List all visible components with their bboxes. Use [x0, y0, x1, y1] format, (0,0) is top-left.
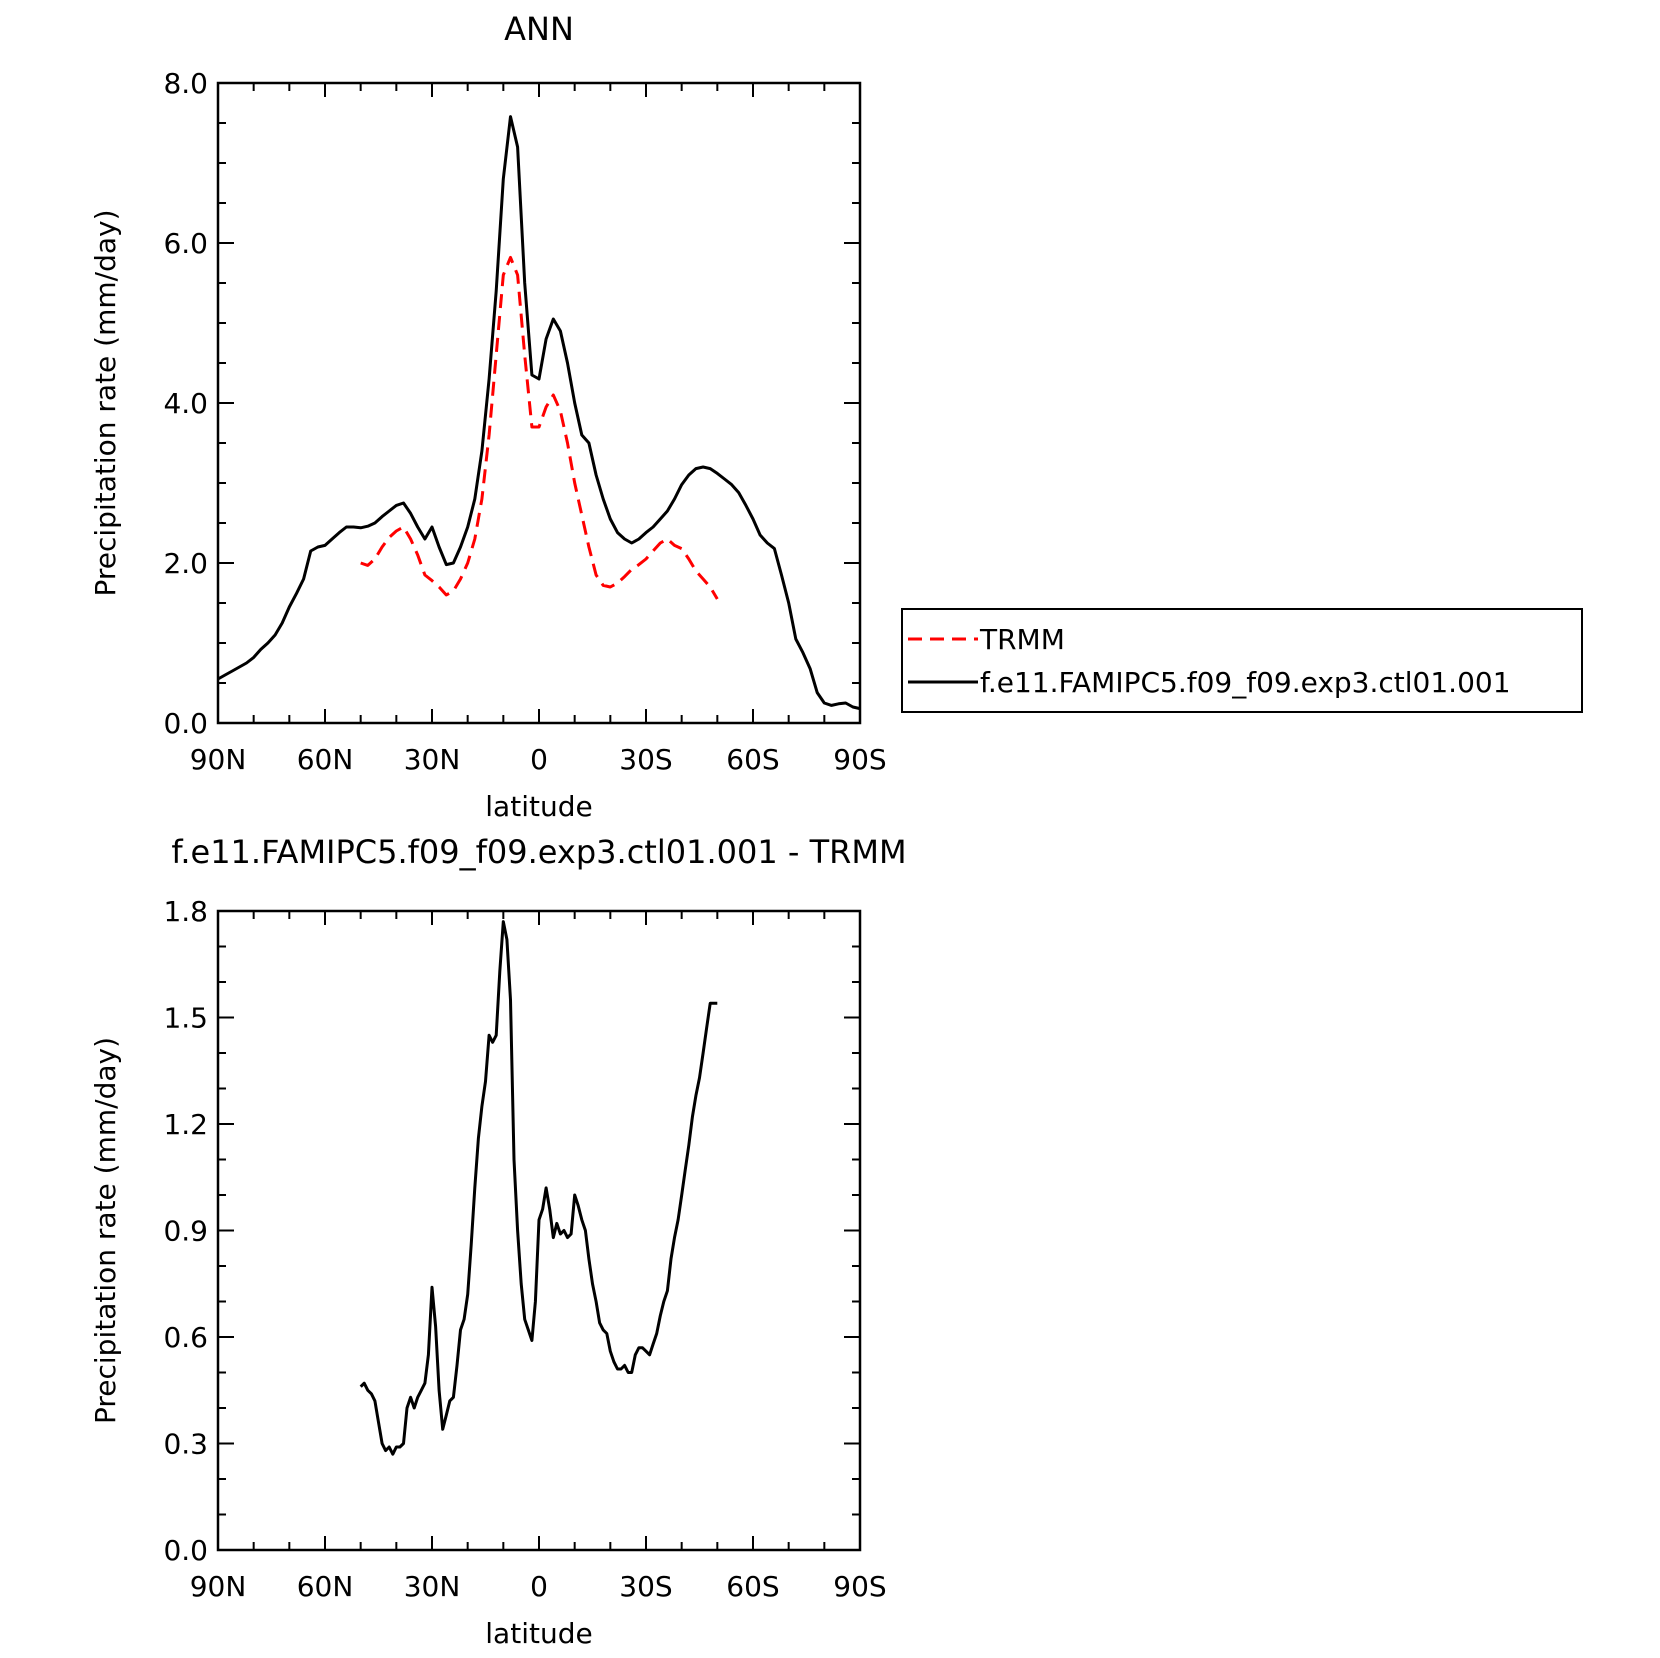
legend-box: [901, 608, 1583, 713]
x-tick-label: 0: [530, 1570, 548, 1603]
x-tick-label: 60N: [297, 1570, 354, 1603]
y-tick-label: 8.0: [163, 67, 208, 100]
bottom-panel: 0.0 0.3 0.6 0.9 1.2 1.5 1.8 90N 60N 30N 0 30S 60S 90S…: [89, 833, 907, 1650]
x-tick-label: 30N: [404, 743, 461, 776]
x-tick-label: 60N: [297, 743, 354, 776]
x-tick-label: 90N: [190, 743, 247, 776]
y-tick-label: 0.0: [163, 1534, 208, 1567]
x-tick-label: 60S: [726, 1570, 779, 1603]
y-tick-label: 1.5: [163, 1002, 208, 1035]
chart-title: f.e11.FAMIPC5.f09_f09.exp3.ctl01.001 - T…: [171, 833, 906, 871]
chart-title: ANN: [504, 10, 574, 48]
top-panel: 0.0 2.0 4.0 6.0 8.0 90N 60N 30N 0 30S 60S 90S latitu…: [89, 10, 887, 823]
x-tick-label: 90S: [833, 1570, 886, 1603]
x-axis-label: latitude: [485, 1617, 592, 1650]
model-series-line: [359, 920, 718, 1456]
x-axis-label: latitude: [485, 790, 592, 823]
x-tick-label: 60S: [726, 743, 779, 776]
x-tick-label: 0: [530, 743, 548, 776]
x-tick-label: 30S: [619, 1570, 672, 1603]
y-tick-label: 2.0: [163, 547, 208, 580]
y-tick-label: 4.0: [163, 387, 208, 420]
y-tick-label: 0.3: [163, 1428, 208, 1461]
y-tick-label: 0.6: [163, 1321, 208, 1354]
y-tick-label: 0.9: [163, 1215, 208, 1248]
y-axis-label: Precipitation rate (mm/day): [89, 209, 122, 596]
model-series-line: [217, 115, 861, 711]
y-tick-label: 0.0: [163, 707, 208, 740]
trmm-series-line: [360, 255, 719, 600]
y-tick-label: 6.0: [163, 227, 208, 260]
plot-frame: [216, 81, 862, 725]
x-tick-label: 30N: [404, 1570, 461, 1603]
legend-entry: TRMM: [979, 623, 1065, 656]
x-tick-label: 30S: [619, 743, 672, 776]
y-axis-label: Precipitation rate (mm/day): [89, 1037, 122, 1424]
legend-entry: f.e11.FAMIPC5.f09_f09.exp3.ctl01.001: [980, 666, 1511, 699]
x-tick-label: 90S: [833, 743, 886, 776]
legend: TRMM f.e11.FAMIPC5.f09_f09.exp3.ctl01.001: [901, 608, 1583, 713]
x-tick-label: 90N: [190, 1570, 247, 1603]
y-tick-label: 1.8: [163, 895, 208, 928]
y-tick-label: 1.2: [163, 1108, 208, 1141]
